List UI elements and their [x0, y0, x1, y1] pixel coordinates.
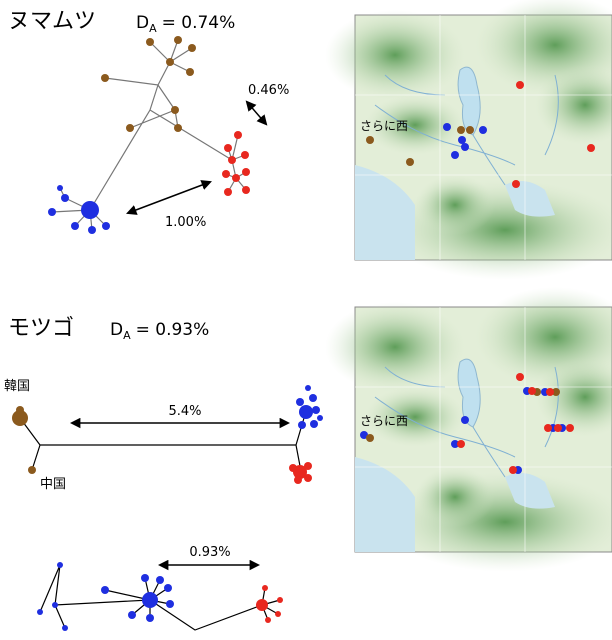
map-label: さらに西	[360, 414, 408, 428]
region-label: 中国	[40, 477, 66, 492]
value: = 0.93%	[136, 320, 210, 340]
arrow-label: 1.00%	[165, 215, 206, 230]
species-title: ヌマムツ	[8, 9, 96, 34]
arrow	[247, 102, 266, 124]
network	[12, 385, 323, 484]
arrow-label: 0.46%	[248, 83, 289, 98]
symbol: D	[136, 13, 149, 33]
network	[48, 36, 266, 234]
subscript: A	[149, 22, 157, 35]
arrow-label: 0.93%	[189, 545, 230, 560]
network	[37, 562, 283, 631]
symbol: D	[110, 320, 123, 340]
map-label: さらに西	[360, 119, 408, 133]
species-title: モツゴ	[8, 316, 74, 341]
arrow	[128, 182, 210, 213]
arrow-label: 5.4%	[168, 404, 201, 419]
distance-label: DA = 0.74%	[136, 13, 235, 35]
map	[325, 0, 612, 280]
subscript: A	[123, 329, 131, 342]
distance-label: DA = 0.93%	[110, 320, 209, 342]
region-label: 韓国	[4, 379, 30, 394]
map	[325, 287, 612, 572]
figure: ヌマムツ DA= 0.74% 0.46% 1.00% さらに西 モツゴ DA= …	[0, 0, 612, 640]
value: = 0.74%	[162, 13, 236, 33]
